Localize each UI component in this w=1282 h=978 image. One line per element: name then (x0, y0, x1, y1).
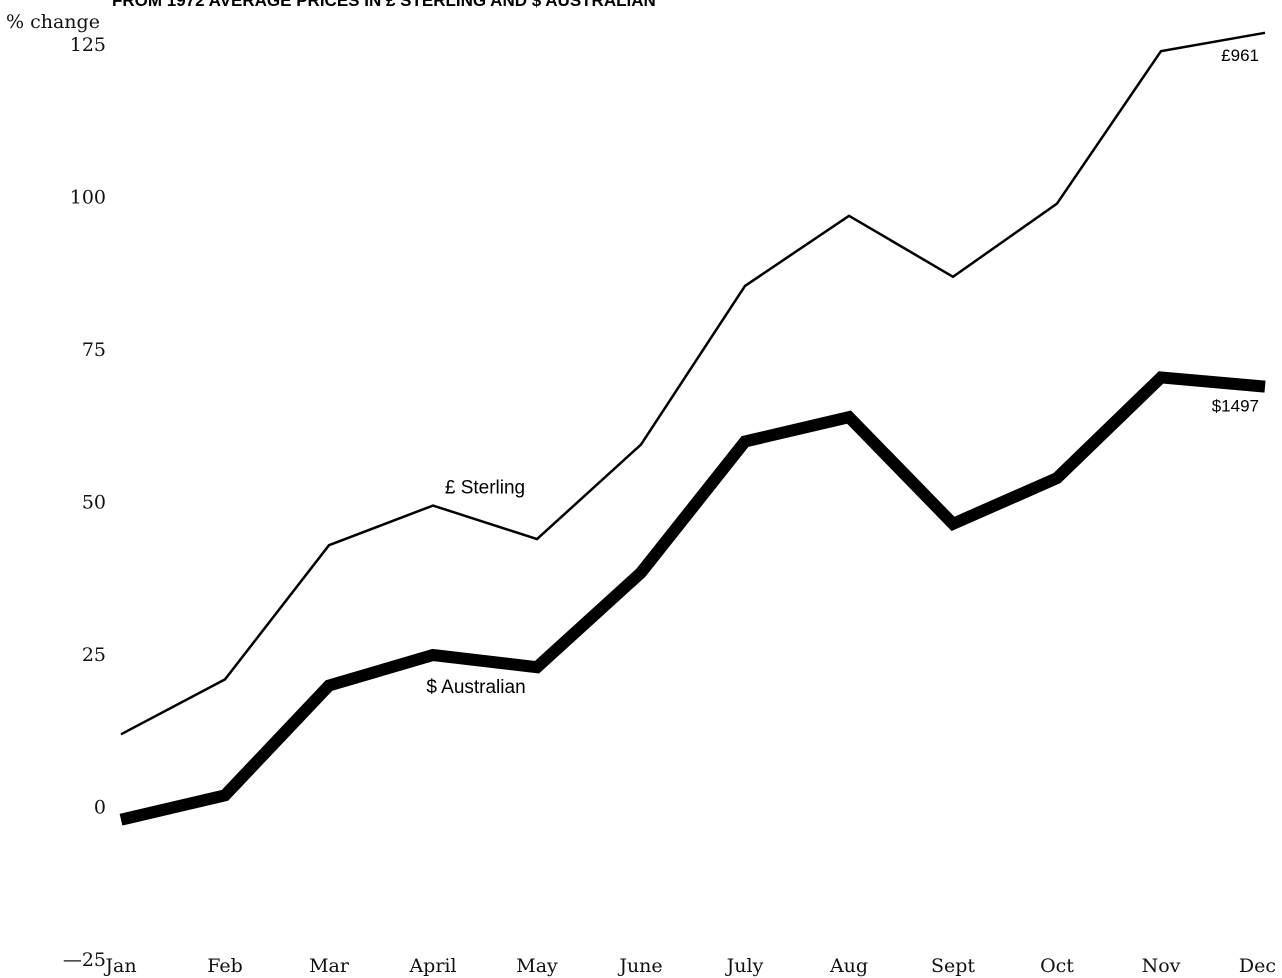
sterling-series-label: £ Sterling (445, 478, 525, 499)
australian-dollar-line (119, 371, 1266, 826)
sterling-line (120, 31, 1266, 736)
australian-end-value-label: $1497 (1212, 397, 1259, 416)
x-tick-label: Aug (829, 955, 868, 977)
series-lines (119, 31, 1266, 826)
sterling-end-value-label: £961 (1221, 46, 1259, 65)
x-tick-label: June (617, 955, 662, 977)
y-tick-label: 75 (82, 339, 106, 361)
x-tick-label: Feb (207, 955, 243, 977)
x-tick-label: Mar (309, 955, 350, 977)
y-tick-label: 50 (82, 492, 106, 514)
y-tick-label: —25 (63, 949, 106, 971)
x-tick-label: July (725, 955, 764, 977)
x-tick-label: May (516, 955, 558, 977)
x-tick-label: Oct (1040, 955, 1074, 977)
series-labels: £ Sterling £961 $ Australian $1497 (426, 46, 1259, 698)
y-tick-label: 0 (94, 797, 106, 819)
x-tick-label: April (408, 955, 456, 977)
y-tick-label: 25 (82, 644, 106, 666)
x-tick-label: Nov (1142, 955, 1181, 977)
y-axis-label: % change (6, 11, 100, 33)
x-tick-label: Jan (103, 955, 136, 977)
y-tick-labels: 125 100 75 50 25 0 —25 (63, 34, 106, 971)
x-tick-label: Sept (931, 955, 975, 977)
y-tick-label: 100 (70, 187, 106, 209)
y-tick-label: 125 (70, 34, 106, 56)
x-tick-labels: Jan Feb Mar April May June July Aug Sept Oct Nov De… (103, 955, 1276, 977)
x-tick-label: Dec (1239, 955, 1276, 977)
chart-title: FROM 1972 AVERAGE PRICES IN £ STERLING A… (112, 0, 656, 10)
australian-series-label: $ Australian (426, 677, 525, 698)
